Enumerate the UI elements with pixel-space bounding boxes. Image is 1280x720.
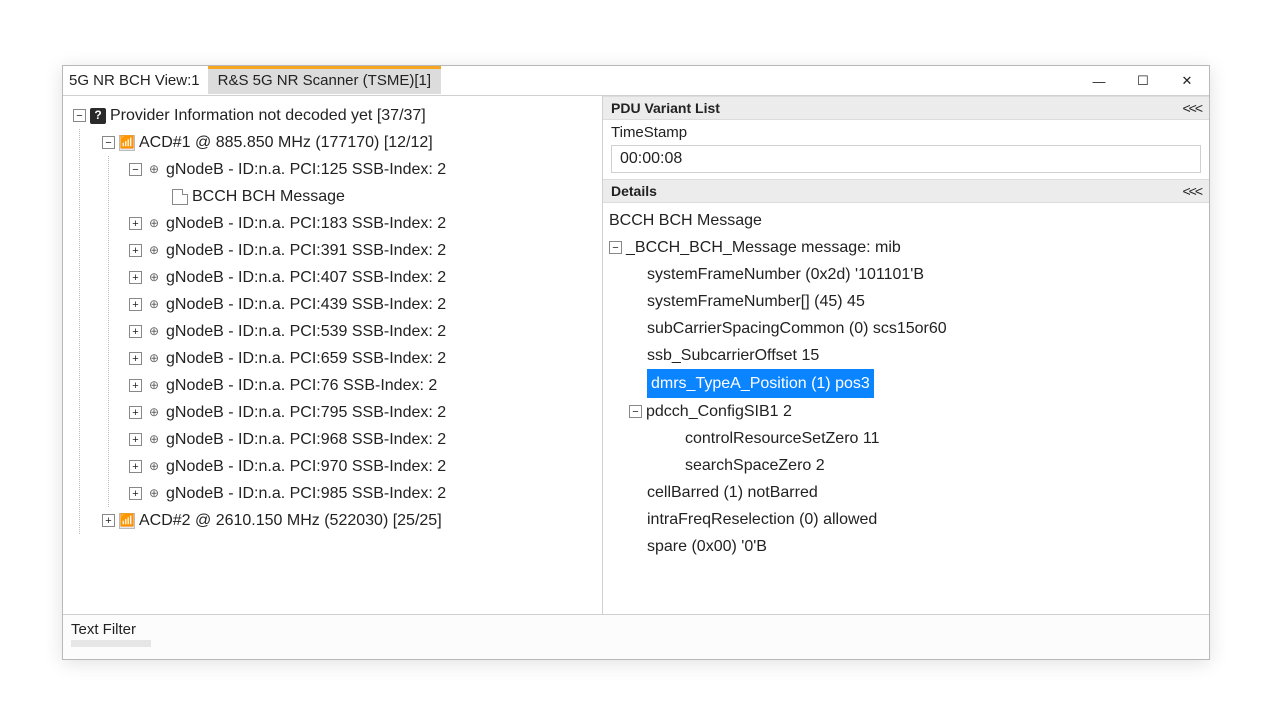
text-filter-label: Text Filter (71, 621, 136, 638)
expand-icon[interactable]: + (129, 433, 142, 446)
detail-pdcch[interactable]: − pdcch_ConfigSIB1 2 (647, 398, 1203, 425)
tree-root-label: Provider Information not decoded yet [37… (110, 102, 426, 129)
collapse-chevron[interactable]: <<< (1182, 183, 1201, 199)
globe-icon: ⊕ (146, 270, 162, 286)
globe-icon: ⊕ (146, 432, 162, 448)
tree-gnodeb[interactable]: +⊕gNodeB - ID:n.a. PCI:183 SSB-Index: 2 (129, 210, 602, 237)
tree-gnodeb[interactable]: +⊕gNodeB - ID:n.a. PCI:391 SSB-Index: 2 (129, 237, 602, 264)
document-icon (172, 189, 188, 205)
tree-gnodeb[interactable]: +⊕gNodeB - ID:n.a. PCI:539 SSB-Index: 2 (129, 318, 602, 345)
globe-icon: ⊕ (146, 297, 162, 313)
tab-scanner[interactable]: R&S 5G NR Scanner (TSME)[1] (208, 66, 441, 94)
tree-acd1[interactable]: − 📶 ACD#1 @ 885.850 MHz (177170) [12/12] (102, 129, 602, 156)
timestamp-value[interactable]: 00:00:08 (611, 145, 1201, 173)
tree-gnodeb[interactable]: +⊕gNodeB - ID:n.a. PCI:407 SSB-Index: 2 (129, 264, 602, 291)
expand-icon[interactable]: + (129, 406, 142, 419)
globe-icon: ⊕ (146, 486, 162, 502)
collapse-icon[interactable]: − (629, 405, 642, 418)
detail-row[interactable]: controlResourceSetZero 11 (685, 425, 1203, 452)
globe-icon: ⊕ (146, 216, 162, 232)
tree-gnodeb[interactable]: +⊕gNodeB - ID:n.a. PCI:985 SSB-Index: 2 (129, 480, 602, 507)
tree-gnodeb[interactable]: +⊕gNodeB - ID:n.a. PCI:968 SSB-Index: 2 (129, 426, 602, 453)
titlebar: 5G NR BCH View:1 R&S 5G NR Scanner (TSME… (63, 66, 1209, 96)
globe-icon: ⊕ (146, 351, 162, 367)
app-window: 5G NR BCH View:1 R&S 5G NR Scanner (TSME… (62, 65, 1210, 660)
tree-gnodeb[interactable]: +⊕gNodeB - ID:n.a. PCI:970 SSB-Index: 2 (129, 453, 602, 480)
tree-panel: − ? Provider Information not decoded yet… (63, 96, 603, 614)
detail-row[interactable]: intraFreqReselection (0) allowed (647, 506, 1203, 533)
close-button[interactable]: ✕ (1165, 66, 1209, 96)
detail-row[interactable]: systemFrameNumber (0x2d) '101101'B (647, 261, 1203, 288)
tree-gnodeb[interactable]: +⊕gNodeB - ID:n.a. PCI:795 SSB-Index: 2 (129, 399, 602, 426)
tree-acd1-label: ACD#1 @ 885.850 MHz (177170) [12/12] (139, 129, 433, 156)
collapse-icon[interactable]: − (73, 109, 86, 122)
tree-bcch-message[interactable]: BCCH BCH Message (155, 183, 602, 210)
tree-acd2[interactable]: + 📶 ACD#2 @ 2610.150 MHz (522030) [25/25… (102, 507, 602, 534)
globe-icon: ⊕ (146, 405, 162, 421)
collapse-icon[interactable]: − (102, 136, 115, 149)
detail-row[interactable]: ssb_SubcarrierOffset 15 (647, 342, 1203, 369)
detail-row[interactable]: spare (0x00) '0'B (647, 533, 1203, 560)
tree-gnodeb[interactable]: +⊕gNodeB - ID:n.a. PCI:76 SSB-Index: 2 (129, 372, 602, 399)
details-body: BCCH BCH Message − _BCCH_BCH_Message mes… (603, 203, 1209, 564)
window-controls: — ☐ ✕ (1077, 66, 1209, 96)
text-filter-bar[interactable] (71, 640, 151, 647)
globe-icon: ⊕ (146, 459, 162, 475)
globe-icon: ⊕ (146, 162, 162, 178)
pdu-header: PDU Variant List <<< (603, 96, 1209, 120)
detail-row[interactable]: systemFrameNumber[] (45) 45 (647, 288, 1203, 315)
globe-icon: ⊕ (146, 243, 162, 259)
expand-icon[interactable]: + (129, 460, 142, 473)
collapse-icon[interactable]: − (129, 163, 142, 176)
tree-gnodeb[interactable]: +⊕gNodeB - ID:n.a. PCI:439 SSB-Index: 2 (129, 291, 602, 318)
expand-icon[interactable]: + (129, 271, 142, 284)
details-mib[interactable]: − _BCCH_BCH_Message message: mib (609, 234, 1203, 261)
detail-row[interactable]: cellBarred (1) notBarred (647, 479, 1203, 506)
expand-icon[interactable]: + (129, 298, 142, 311)
timestamp-label: TimeStamp (611, 124, 1201, 141)
signal-icon: 📶 (119, 135, 135, 151)
tree-root[interactable]: − ? Provider Information not decoded yet… (73, 102, 602, 129)
content-split: − ? Provider Information not decoded yet… (63, 96, 1209, 614)
expand-icon[interactable]: + (129, 217, 142, 230)
pdu-body: TimeStamp 00:00:08 (603, 120, 1209, 179)
detail-row[interactable]: searchSpaceZero 2 (685, 452, 1203, 479)
expand-icon[interactable]: + (102, 514, 115, 527)
signal-icon: 📶 (119, 513, 135, 529)
maximize-button[interactable]: ☐ (1121, 66, 1165, 96)
tree-gnodeb[interactable]: − ⊕ gNodeB - ID:n.a. PCI:125 SSB-Index: … (129, 156, 602, 183)
collapse-chevron[interactable]: <<< (1182, 100, 1201, 116)
detail-row-highlighted[interactable]: dmrs_TypeA_Position (1) pos3 (647, 369, 1203, 398)
tree-gnodeb[interactable]: +⊕gNodeB - ID:n.a. PCI:659 SSB-Index: 2 (129, 345, 602, 372)
detail-row[interactable]: subCarrierSpacingCommon (0) scs15or60 (647, 315, 1203, 342)
expand-icon[interactable]: + (129, 487, 142, 500)
minimize-button[interactable]: — (1077, 66, 1121, 96)
expand-icon[interactable]: + (129, 244, 142, 257)
globe-icon: ⊕ (146, 378, 162, 394)
details-title[interactable]: BCCH BCH Message (609, 207, 1203, 234)
collapse-icon[interactable]: − (609, 241, 622, 254)
question-icon: ? (90, 108, 106, 124)
expand-icon[interactable]: + (129, 379, 142, 392)
view-title: 5G NR BCH View:1 (63, 68, 208, 93)
expand-icon[interactable]: + (129, 325, 142, 338)
expand-icon[interactable]: + (129, 352, 142, 365)
globe-icon: ⊕ (146, 324, 162, 340)
footer: Text Filter (63, 614, 1209, 659)
right-panels: PDU Variant List <<< TimeStamp 00:00:08 … (603, 96, 1209, 614)
details-header: Details <<< (603, 179, 1209, 203)
